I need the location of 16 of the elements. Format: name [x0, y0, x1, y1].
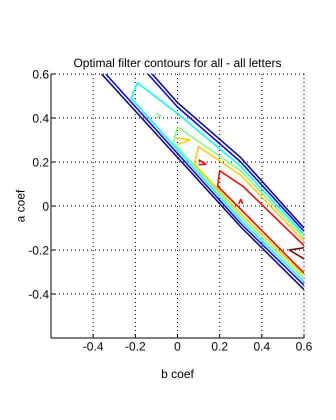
y-tick-label: 0.2: [32, 155, 50, 170]
y-tick-label: 0: [42, 199, 50, 214]
y-tick-label: -0.2: [28, 243, 50, 258]
chart-title: Optimal filter contours for all - all letters: [72, 56, 283, 70]
x-tick-label: 0.2: [211, 340, 228, 354]
line-series: [130, 82, 304, 283]
x-tick-label: 0.4: [253, 340, 270, 354]
x-tick-label: -0.4: [82, 340, 104, 354]
x-axis-title: b coef: [161, 367, 195, 381]
y-tick-label: 0.4: [32, 111, 50, 126]
x-tick-label: 0: [174, 340, 182, 354]
y-axis-title: a coef: [13, 188, 28, 222]
y-tick-label: -0.4: [28, 287, 50, 302]
x-tick-label: 0.6: [296, 340, 313, 354]
y-tick-label: 0.6: [32, 67, 50, 82]
x-tick-label: -0.2: [124, 340, 146, 354]
